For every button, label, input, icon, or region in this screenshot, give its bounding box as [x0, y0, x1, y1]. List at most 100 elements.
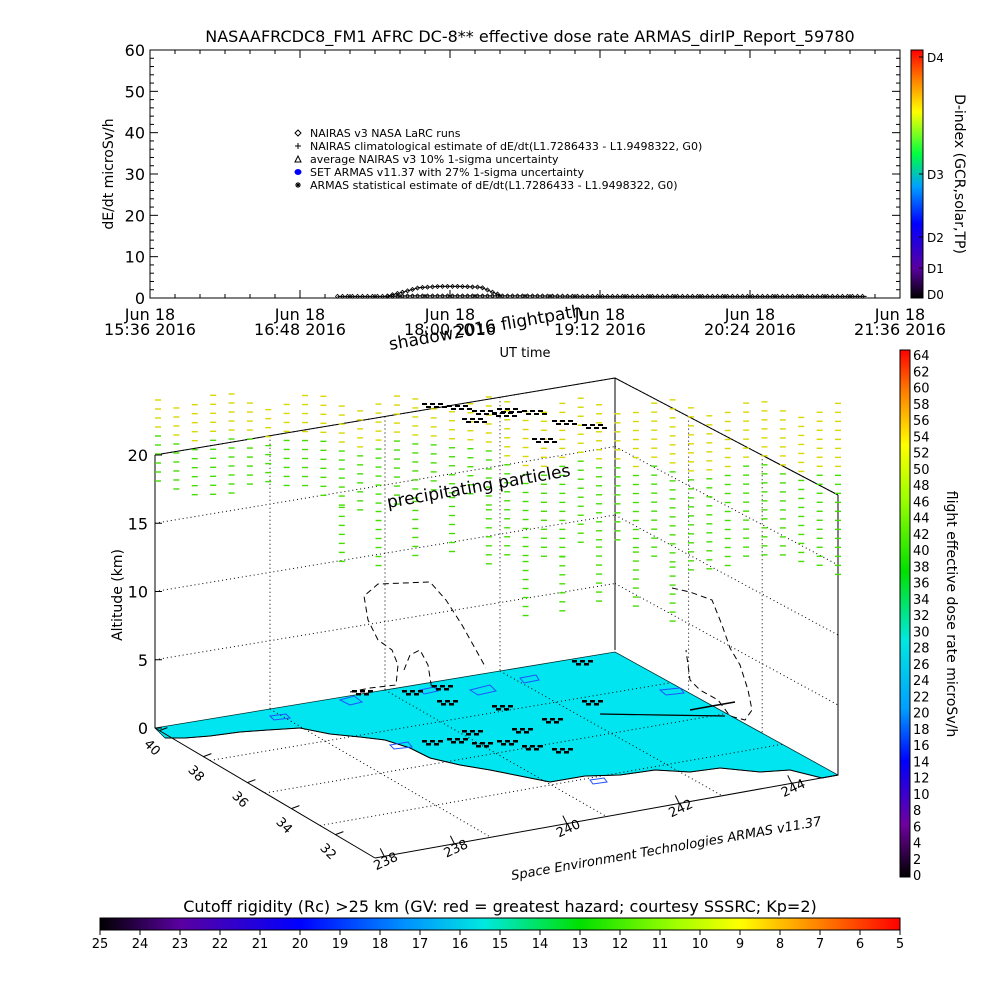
- ground-dose-mark: [478, 730, 483, 733]
- ts-point: [729, 293, 736, 299]
- floor-gridlines: [209, 670, 783, 838]
- high-dose-mark: [476, 413, 481, 415]
- ts-point: [489, 289, 496, 295]
- ts-point: [779, 293, 786, 299]
- ts-point: [464, 284, 471, 290]
- dose-colorbar-label: flight effective dose rate microSv/h: [943, 491, 959, 737]
- ts-point: [419, 284, 426, 291]
- ground-dose-mark: [534, 748, 539, 751]
- dose-tick-label: 58: [913, 398, 930, 413]
- ts-y-tick-label: 60: [125, 41, 145, 60]
- ts-point: [459, 293, 466, 299]
- ts-point: [794, 293, 801, 299]
- ts-point: [564, 293, 571, 299]
- lat-tick-label: 34: [273, 815, 295, 837]
- ts-point: [449, 293, 456, 299]
- ts-point: [399, 289, 406, 295]
- flight-track-east: [671, 587, 753, 721]
- dindex-tick-label: D0: [927, 288, 944, 302]
- ground-dose-mark: [453, 700, 458, 703]
- ts-point: [484, 287, 491, 293]
- ts-point: [419, 293, 426, 299]
- ground-dose-mark: [504, 708, 509, 711]
- ground-dose-mark: [432, 685, 437, 688]
- high-dose-mark: [496, 415, 501, 417]
- dose-tick-label: 34: [913, 593, 930, 608]
- lon-tick: [674, 795, 680, 804]
- dose-tick-label: 36: [913, 577, 930, 592]
- ts-point: [444, 293, 451, 299]
- ts-point: [484, 293, 491, 299]
- ts-point: [624, 293, 631, 299]
- ts-point: [399, 293, 406, 299]
- latitude-axis: 40 38 36 34 32: [141, 727, 344, 863]
- ground-dose-mark: [414, 693, 419, 696]
- high-dose-mark: [480, 410, 485, 412]
- ts-point: [724, 293, 731, 299]
- footer-credit: Space Environment Technologies ARMAS v11…: [510, 814, 823, 884]
- ground-dose-mark: [436, 688, 441, 691]
- ts-point: [679, 293, 686, 299]
- high-dose-mark: [492, 412, 497, 414]
- altitude-tick-label: 5: [138, 651, 148, 670]
- dose-tick-label: 62: [913, 365, 930, 380]
- lat-axis-line: [154, 727, 376, 859]
- ts-point: [644, 293, 651, 299]
- ts-point: [489, 293, 496, 299]
- ground-dose-mark: [484, 745, 489, 748]
- ts-point: [529, 293, 536, 299]
- contour-4: [519, 674, 540, 684]
- ts-point: [474, 284, 481, 290]
- high-dose-mark: [517, 411, 522, 413]
- high-dose-mark: [594, 427, 599, 429]
- ground-dose-mark: [516, 731, 521, 734]
- ts-point: [339, 293, 346, 299]
- ground-dose-mark: [444, 688, 449, 691]
- ground-dose-mark: [492, 705, 497, 708]
- ts-point: [629, 293, 636, 299]
- contour-8: [658, 687, 685, 696]
- ts-point: [639, 293, 646, 299]
- lat-tick-label: 36: [229, 789, 251, 811]
- ground-dose-mark: [505, 740, 510, 743]
- ts-x-tick-label-line1: Jun 18: [574, 305, 625, 324]
- ts-point: [769, 293, 776, 299]
- ts-point: [479, 293, 486, 299]
- timeseries-x-label: UT time: [500, 346, 551, 361]
- ground-dose-mark: [449, 703, 454, 706]
- ground-dose-mark: [476, 745, 481, 748]
- lon-tick: [562, 815, 568, 824]
- lon-tick-label: 238: [442, 837, 471, 861]
- high-dose-mark: [568, 420, 573, 422]
- high-dose-mark: [484, 413, 489, 415]
- ts-point: [404, 293, 411, 299]
- cutoff-tick-label: 6: [856, 937, 864, 952]
- cutoff-tick-label: 19: [332, 937, 349, 952]
- ts-point: [374, 293, 381, 299]
- ts-point: [674, 293, 681, 299]
- ground-dose-mark: [364, 693, 369, 696]
- ts-point: [664, 293, 671, 299]
- ground-dose-mark: [530, 745, 535, 748]
- ts-y-tick-label: 0: [135, 289, 145, 308]
- ts-x-tick-label-line2: 19:12 2016: [554, 320, 646, 339]
- ground-dose-mark: [406, 693, 411, 696]
- ts-point: [759, 293, 766, 299]
- contour-5: [268, 713, 292, 721]
- ts-point: [839, 293, 846, 299]
- ground-dose-mark: [438, 740, 443, 743]
- ground-dose-mark: [402, 690, 407, 693]
- ground-dose-mark: [598, 700, 603, 703]
- high-dose-mark: [442, 406, 447, 408]
- ts-point: [704, 293, 711, 299]
- legend-symbol-diamond: [294, 129, 302, 137]
- lon-tick-label: 238: [372, 850, 401, 874]
- cutoff-tick-label: 15: [492, 937, 509, 952]
- dose-tick-label: 14: [913, 755, 930, 770]
- ground-dose-mark: [426, 743, 431, 746]
- ts-point: [659, 293, 666, 299]
- high-dose-mark: [564, 423, 569, 425]
- ground-dose-mark: [512, 728, 517, 731]
